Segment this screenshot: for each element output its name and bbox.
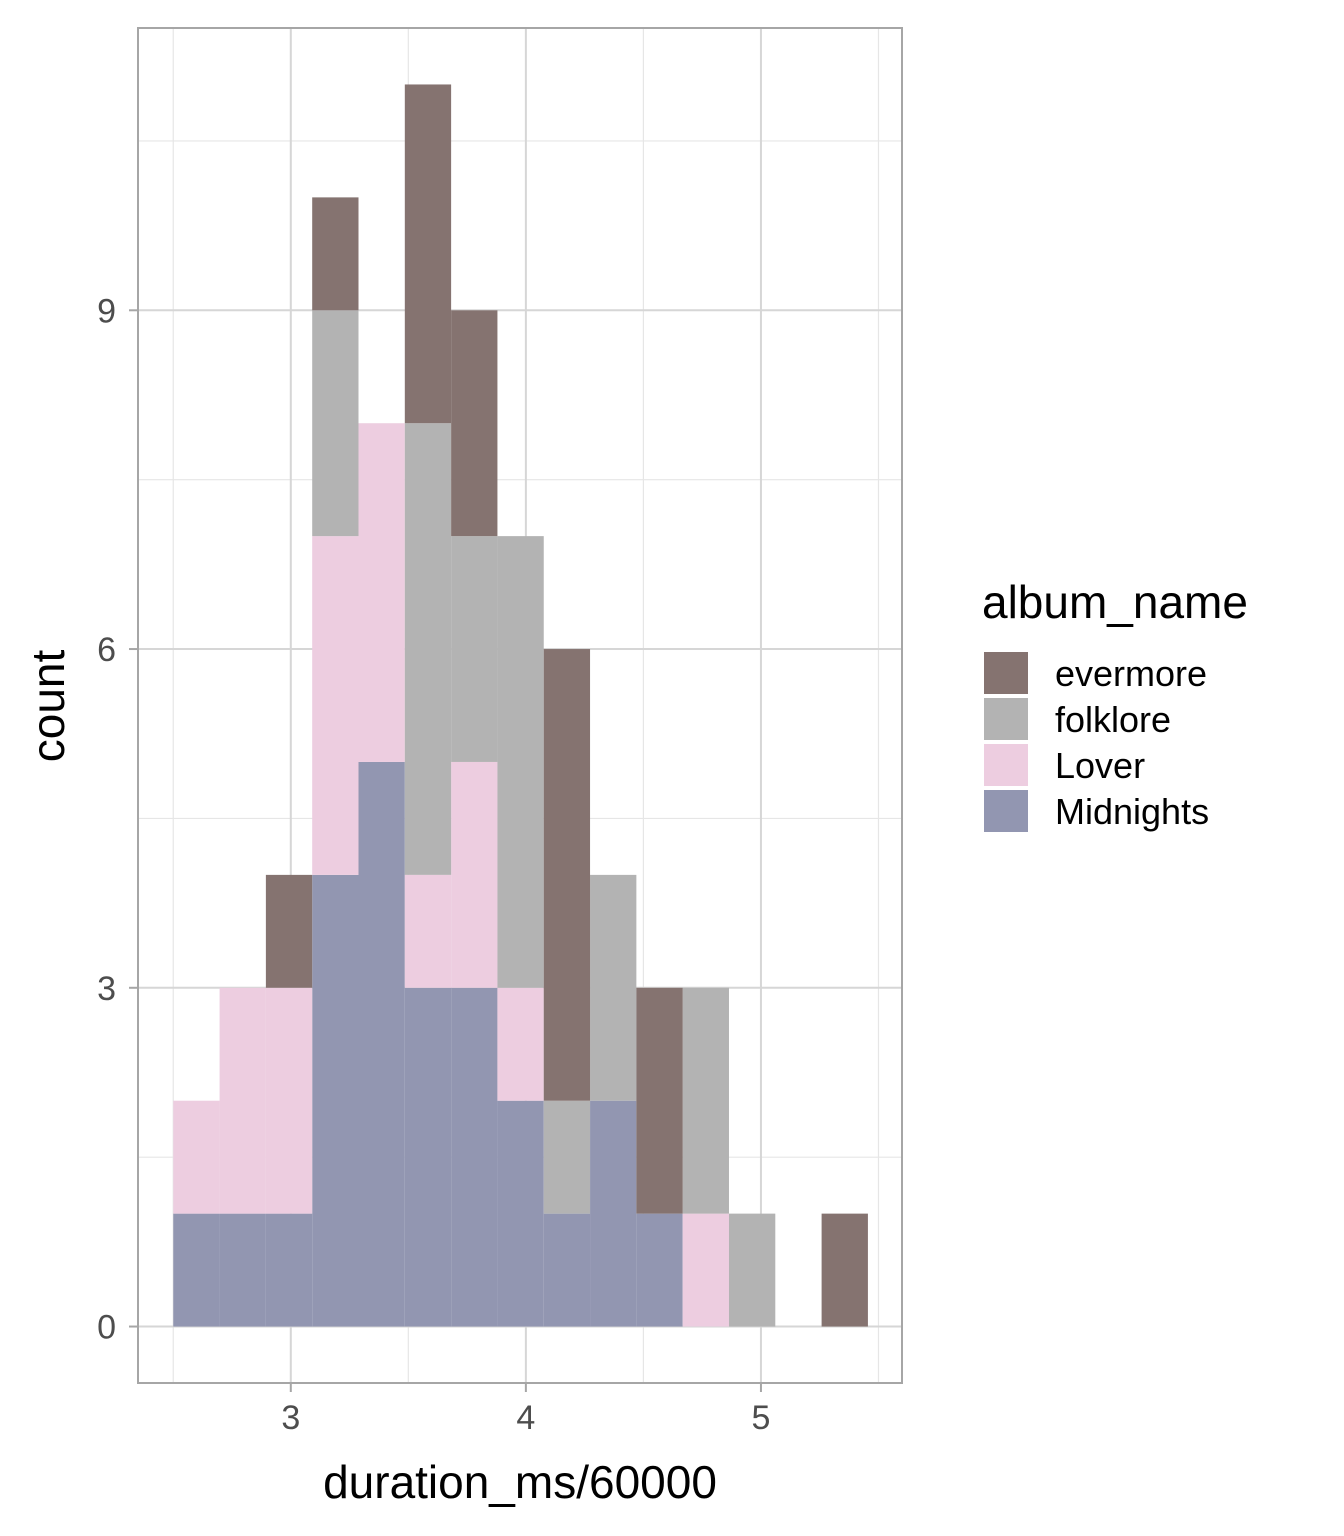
x-axis-title: duration_ms/60000: [323, 1456, 717, 1508]
bar-midnights: [173, 1213, 220, 1327]
legend-swatch-evermore: [984, 652, 1028, 694]
bar-folklore: [543, 1100, 591, 1214]
bar-evermore: [265, 874, 313, 988]
bar-midnights: [265, 1213, 313, 1327]
x-tick-label: 4: [516, 1399, 535, 1437]
bar-lover: [358, 423, 405, 762]
bar-folklore: [497, 536, 544, 988]
bar-evermore: [451, 310, 498, 537]
bar-folklore: [682, 987, 729, 1214]
bar-lover: [451, 761, 498, 988]
bar-midnights: [451, 987, 498, 1327]
bar-midnights: [543, 1213, 591, 1327]
x-axis-ticks: 3 4 5: [281, 1383, 770, 1437]
y-tick-label: 9: [97, 292, 116, 330]
y-axis-ticks: 0 3 6 9: [97, 292, 138, 1347]
bar-folklore: [728, 1213, 776, 1327]
bar-folklore: [312, 310, 359, 537]
bar-evermore: [312, 197, 359, 311]
bar-evermore: [404, 84, 452, 424]
bar-lover: [312, 536, 359, 875]
legend: album_name evermore folklore Lover Midnight…: [982, 576, 1248, 832]
bar-evermore: [543, 649, 591, 1101]
legend-label-folklore: folklore: [1055, 699, 1171, 740]
bar-evermore: [821, 1213, 868, 1327]
panel-border: [137, 27, 903, 1384]
y-tick-label: 0: [97, 1309, 116, 1347]
bar-midnights: [590, 1100, 637, 1327]
legend-title: album_name: [982, 576, 1248, 628]
y-axis-title: count: [22, 650, 74, 763]
bar-midnights: [497, 1100, 544, 1327]
x-tick-label: 5: [751, 1399, 770, 1437]
bar-lover: [497, 987, 544, 1101]
y-tick-label: 3: [97, 970, 116, 1008]
bar-folklore: [451, 536, 498, 762]
y-tick-label: 6: [97, 631, 116, 669]
bar-evermore: [636, 987, 683, 1214]
legend-swatch-lover: [984, 744, 1028, 786]
legend-swatch-midnights: [984, 790, 1028, 832]
legend-swatch-folklore: [984, 698, 1028, 740]
bar-folklore: [404, 423, 452, 875]
bar-lover: [682, 1213, 729, 1327]
legend-label-lover: Lover: [1055, 745, 1145, 786]
bar-folklore: [590, 874, 637, 1101]
bar-midnights: [312, 874, 359, 1327]
x-tick-label: 3: [281, 1399, 300, 1437]
bar-lover: [404, 874, 452, 988]
bar-midnights: [404, 987, 452, 1327]
bar-midnights: [219, 1213, 266, 1327]
bars: [173, 84, 868, 1327]
bar-lover: [265, 987, 313, 1214]
bar-lover: [219, 987, 266, 1214]
bar-lover: [173, 1100, 220, 1214]
bar-midnights: [636, 1213, 683, 1327]
bar-midnights: [358, 761, 405, 1327]
legend-label-midnights: Midnights: [1055, 791, 1209, 832]
legend-label-evermore: evermore: [1055, 653, 1207, 694]
legend-items: evermore folklore Lover Midnights: [984, 652, 1209, 832]
